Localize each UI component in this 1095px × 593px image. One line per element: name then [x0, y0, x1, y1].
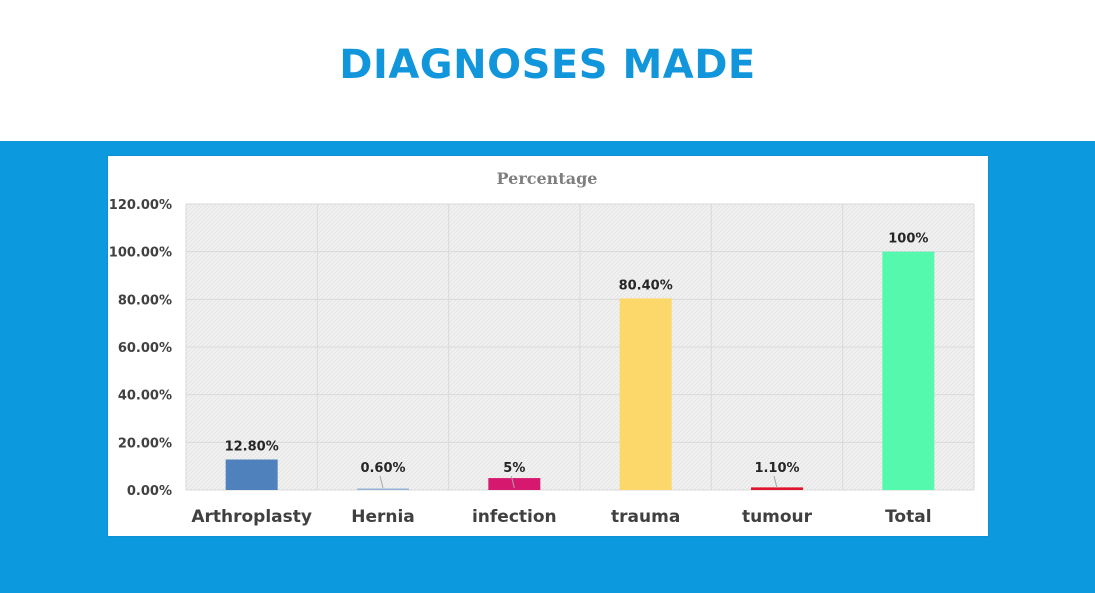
data-label-arthroplasty: 12.80%: [225, 439, 279, 454]
bar-total: [882, 251, 935, 490]
chart-card: Percentage 0.00% 20.00% 40.00% 60.00% 80.00%…: [108, 156, 988, 536]
data-label-infection: 5%: [503, 461, 525, 476]
y-tick-label: 0.00%: [127, 484, 172, 499]
data-labels: 12.80% 0.60% 5% 80.40% 1.10% 100%: [225, 232, 928, 489]
x-tick-label: tumour: [742, 507, 813, 527]
x-tick-label: Arthroplasty: [191, 507, 312, 527]
bar-arthroplasty: [225, 459, 278, 490]
bar-infection: [488, 478, 541, 490]
grid-lines: [185, 203, 975, 491]
data-label-trauma: 80.40%: [619, 278, 673, 293]
y-axis-ticks: 0.00% 20.00% 40.00% 60.00% 80.00% 100.00% 120.…: [109, 198, 172, 499]
y-tick-label: 60.00%: [118, 341, 172, 356]
y-tick-label: 20.00%: [118, 436, 172, 451]
leader-line: [379, 475, 384, 489]
x-tick-label: trauma: [611, 507, 680, 527]
percentage-bar-chart: Percentage 0.00% 20.00% 40.00% 60.00% 80.00%…: [109, 169, 975, 527]
x-tick-label: Hernia: [351, 507, 415, 527]
data-label-total: 100%: [888, 232, 928, 247]
y-tick-label: 100.00%: [109, 246, 172, 261]
x-tick-label: Total: [885, 507, 931, 527]
y-tick-label: 40.00%: [118, 389, 172, 404]
bar-trauma: [619, 298, 672, 490]
x-axis-ticks: Arthroplasty Hernia infection trauma tumour T…: [191, 507, 931, 527]
data-label-hernia: 0.60%: [360, 461, 405, 476]
chart-title: Percentage: [497, 169, 598, 188]
slide-title: DIAGNOSES MADE: [339, 42, 756, 88]
leader-line: [510, 475, 515, 489]
bars: [225, 251, 935, 490]
bar-tumour: [751, 487, 803, 490]
x-tick-label: infection: [472, 507, 557, 527]
bar-hernia: [357, 488, 409, 490]
data-label-tumour: 1.10%: [754, 461, 799, 476]
y-tick-label: 80.00%: [118, 293, 172, 308]
leader-line: [773, 475, 778, 489]
y-tick-label: 120.00%: [109, 198, 172, 213]
